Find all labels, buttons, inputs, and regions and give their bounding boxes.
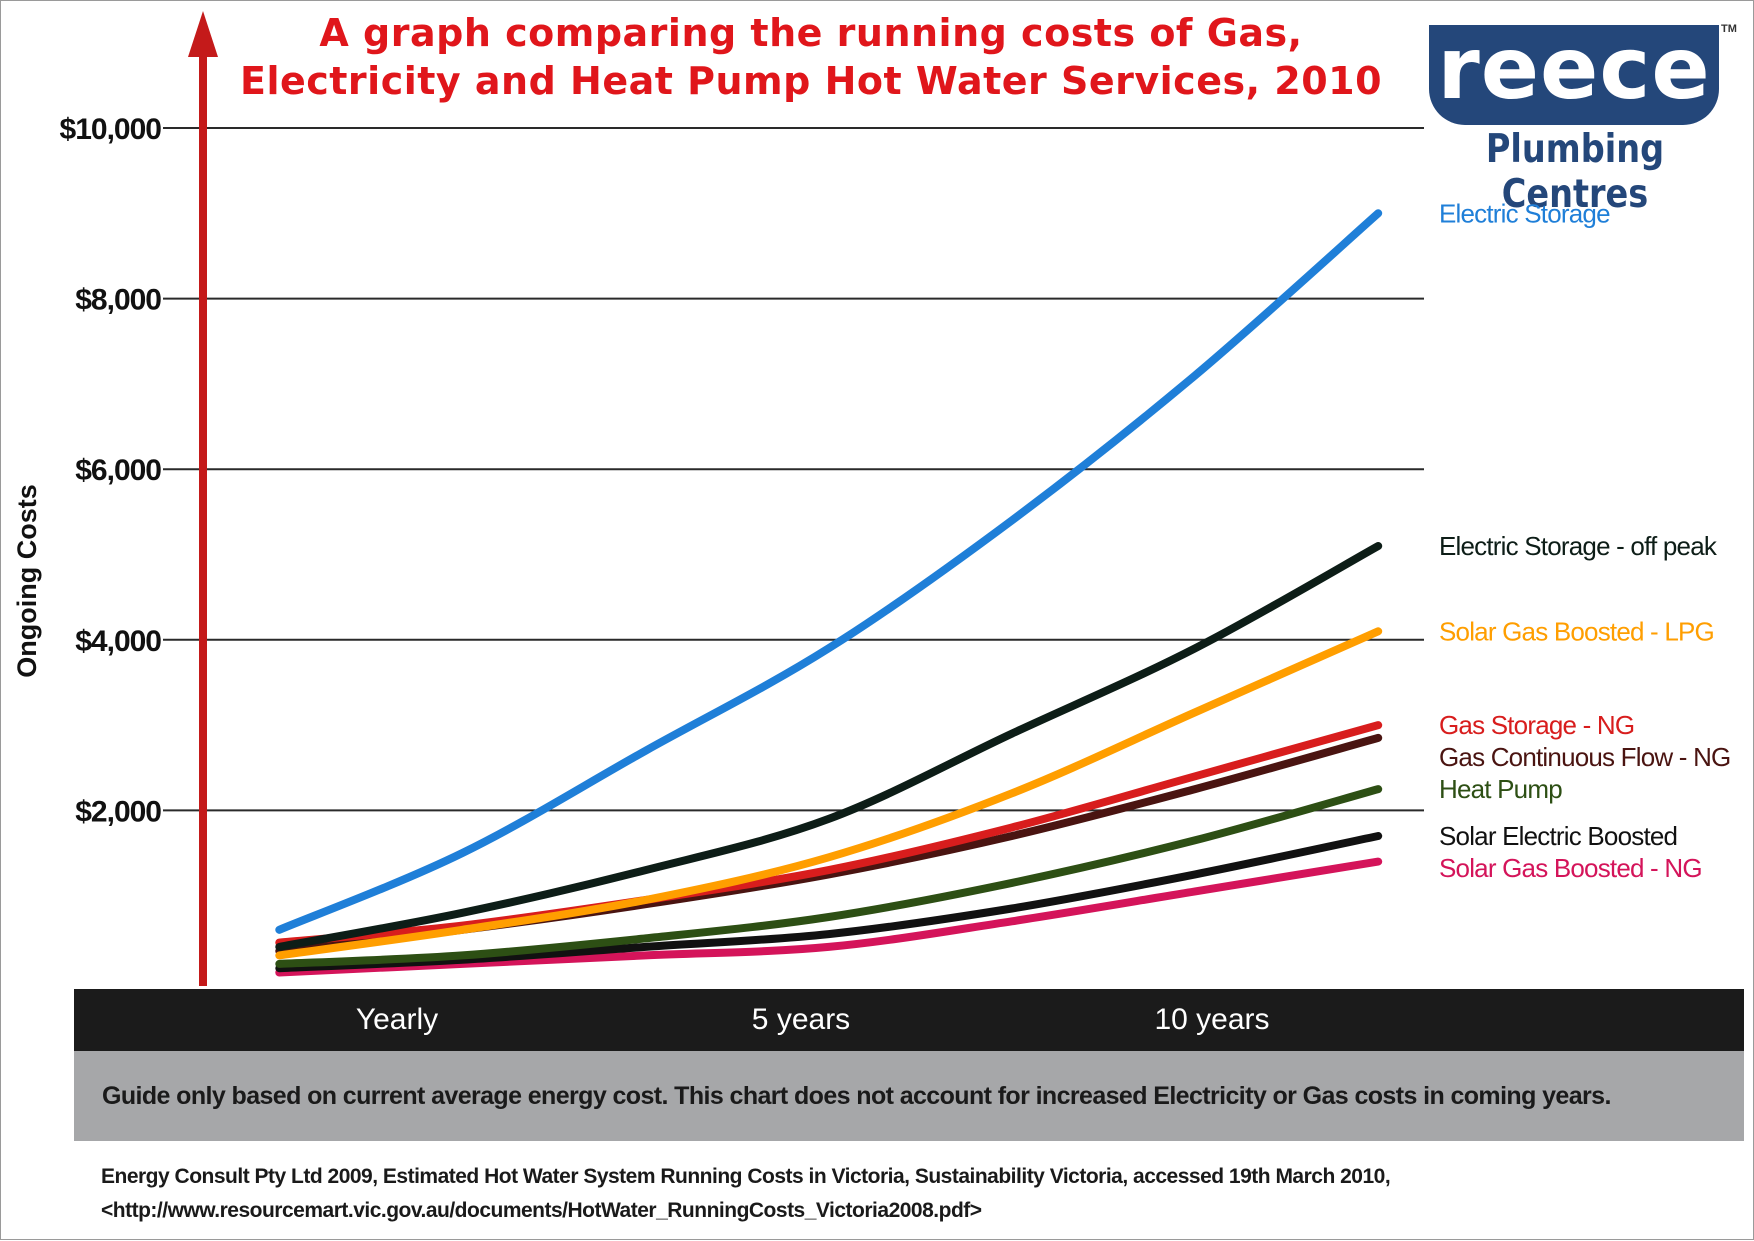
guide-note: Guide only based on current average ener… (74, 1051, 1744, 1141)
y-tick-label: $6,000 (75, 454, 161, 487)
chart-title-line-2: Electricity and Heat Pump Hot Water Serv… (239, 59, 1383, 103)
y-axis-arrowhead-icon (188, 11, 218, 57)
series-labels: Electric Storage Electric Storage - off p… (1439, 198, 1731, 883)
y-tick-label: $4,000 (75, 625, 161, 658)
series-label-electric-storage: Electric Storage (1439, 198, 1610, 228)
series-label-electric-storage-off-peak: Electric Storage - off peak (1439, 531, 1718, 561)
series-line-electric-storage-off-peak (275, 542, 1383, 951)
series-line-solar-gas-boosted-lpg (275, 627, 1383, 960)
y-tick-label: $8,000 (75, 284, 161, 317)
y-axis (188, 11, 218, 986)
series-line-solar-gas-boosted-ng (275, 857, 1383, 977)
logo-subtitle: Plumbing Centres (1485, 127, 1665, 217)
trademark-mark: TM (1721, 23, 1737, 35)
series-label-gas-storage-ng: Gas Storage - NG (1439, 710, 1634, 740)
series-line-solar-electric-boosted (275, 832, 1383, 973)
source-url: <http://www.resourcemart.vic.gov.au/docu… (101, 1199, 982, 1222)
y-tick-label: $2,000 (75, 795, 161, 828)
y-axis-ticks: $2,000 $4,000 $6,000 $8,000 $10,000 (60, 113, 163, 828)
series-label-gas-continuous-flow-ng: Gas Continuous Flow - NG (1439, 742, 1730, 772)
y-tick-label: $10,000 (60, 113, 162, 146)
x-axis-bar: Yearly 5 years 10 years (74, 989, 1744, 1051)
source-citation: Energy Consult Pty Ltd 2009, Estimated H… (101, 1165, 1391, 1188)
x-tick-10-years: 10 years (1154, 1003, 1270, 1036)
series-label-solar-electric-boosted: Solar Electric Boosted (1439, 821, 1677, 851)
chart-title-line-1: A graph comparing the running costs of G… (319, 11, 1303, 55)
y-axis-label: Ongoing Costs (12, 484, 42, 677)
series-label-solar-gas-boosted-ng: Solar Gas Boosted - NG (1439, 853, 1702, 883)
series-label-solar-gas-boosted-lpg: Solar Gas Boosted - LPG (1439, 616, 1714, 646)
series-line-electric-storage (275, 209, 1383, 934)
series-line-heat-pump (275, 785, 1383, 968)
reece-logo: reece (1429, 25, 1719, 125)
series-label-heat-pump: Heat Pump (1439, 774, 1562, 804)
series-line-gas-storage-ng (275, 721, 1383, 947)
x-tick-yearly: Yearly (355, 1003, 439, 1036)
gridlines (163, 127, 1424, 812)
series-lines (275, 209, 1383, 977)
x-tick-5-years: 5 years (751, 1003, 851, 1036)
